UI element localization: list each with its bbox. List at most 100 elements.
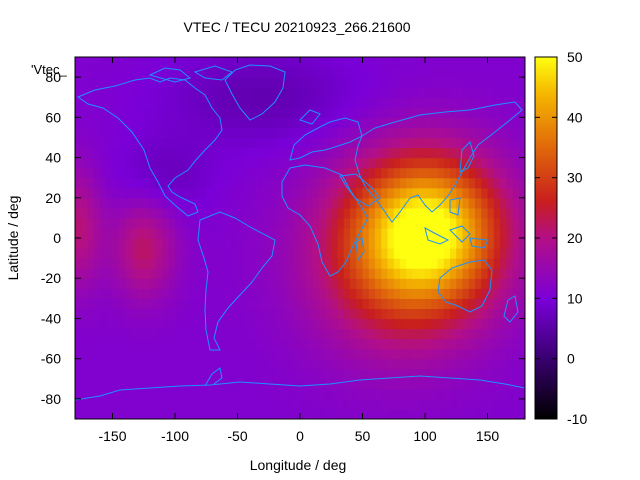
heatmap-cell — [412, 368, 420, 380]
heatmap-cell — [175, 217, 182, 229]
heatmap-cell — [425, 398, 432, 410]
heatmap-cell — [87, 338, 95, 350]
heatmap-cell — [393, 137, 401, 149]
heatmap-cell — [93, 398, 101, 410]
heatmap-cell — [87, 57, 95, 68]
heatmap-cell — [118, 358, 126, 370]
heatmap-cell — [487, 137, 495, 149]
heatmap-cell — [343, 378, 351, 390]
heatmap-cell — [381, 328, 389, 340]
heatmap-cell — [418, 57, 426, 68]
heatmap-cell — [506, 388, 514, 400]
heatmap-cell — [162, 348, 170, 360]
heatmap-cell — [406, 207, 414, 219]
heatmap-cell — [137, 117, 145, 128]
heatmap-cell — [312, 77, 320, 88]
heatmap-cell — [331, 147, 339, 159]
heatmap-cell — [443, 288, 451, 299]
heatmap-cell — [375, 67, 382, 78]
heatmap-cell — [131, 207, 139, 219]
heatmap-cell — [75, 398, 82, 410]
heatmap-cell — [193, 248, 201, 259]
heatmap-cell — [175, 328, 182, 340]
heatmap-cell — [175, 147, 182, 159]
heatmap-cell — [287, 388, 295, 400]
heatmap-cell — [437, 288, 445, 299]
heatmap-cell — [181, 87, 189, 98]
heatmap-cell — [218, 177, 226, 189]
heatmap-cell — [362, 238, 370, 249]
heatmap-cell — [506, 147, 514, 159]
heatmap-cell — [150, 187, 157, 199]
heatmap-cell — [375, 57, 382, 68]
heatmap-cell — [162, 107, 170, 118]
heatmap-cell — [506, 328, 514, 340]
heatmap-cell — [431, 328, 439, 340]
heatmap-cell — [381, 308, 389, 320]
heatmap-cell — [493, 77, 501, 88]
heatmap-cell — [75, 117, 82, 128]
heatmap-cell — [112, 258, 120, 269]
heatmap-cell — [200, 328, 207, 340]
heatmap-cell — [137, 368, 145, 380]
coastline-africa — [281, 164, 369, 277]
heatmap-cell — [475, 67, 482, 78]
heatmap-cell — [450, 187, 457, 199]
heatmap-cell — [375, 298, 382, 309]
heatmap-cell — [425, 358, 432, 370]
heatmap-cell — [237, 348, 245, 360]
heatmap-cell — [462, 107, 470, 118]
heatmap-cell — [462, 177, 470, 189]
heatmap-cell — [275, 167, 282, 179]
heatmap-cell — [331, 117, 339, 128]
heatmap-cell — [450, 217, 457, 229]
heatmap-cell — [256, 368, 264, 380]
heatmap-cell — [356, 398, 364, 410]
heatmap-cell — [131, 318, 139, 330]
heatmap-cell — [100, 127, 107, 139]
heatmap-cell — [337, 348, 345, 360]
heatmap-cell — [181, 57, 189, 68]
heatmap-cell — [81, 107, 89, 118]
heatmap-cell — [275, 278, 282, 289]
heatmap-cell — [331, 207, 339, 219]
heatmap-cell — [400, 318, 407, 330]
heatmap-cell — [131, 368, 139, 380]
heatmap-cell — [200, 67, 207, 78]
coastline-indonesia — [424, 197, 489, 249]
heatmap-cell — [218, 67, 226, 78]
heatmap-cell — [262, 167, 270, 179]
heatmap-cell — [331, 157, 339, 169]
heatmap-cell — [200, 187, 207, 199]
heatmap-cell — [231, 388, 239, 400]
heatmap-cell — [75, 207, 82, 219]
heatmap-cell — [337, 227, 345, 239]
heatmap-cell — [462, 57, 470, 68]
heatmap-cell — [506, 358, 514, 370]
heatmap-cell — [418, 308, 426, 320]
heatmap-cell — [400, 258, 407, 269]
heatmap-cell — [118, 197, 126, 209]
heatmap-cell — [293, 167, 301, 179]
heatmap-cell — [112, 67, 120, 78]
heatmap-cell — [456, 338, 464, 350]
heatmap-cell — [262, 87, 270, 98]
heatmap-cell — [443, 408, 451, 419]
heatmap-cell — [250, 368, 257, 380]
heatmap-cell — [175, 187, 182, 199]
heatmap-cell — [250, 77, 257, 88]
heatmap-cell — [437, 147, 445, 159]
heatmap-cell — [331, 338, 339, 350]
heatmap-cell — [306, 107, 314, 118]
heatmap-cell — [112, 308, 120, 320]
heatmap-cell — [193, 348, 201, 360]
x-tick-label: 150 — [476, 428, 500, 444]
heatmap-cell — [231, 328, 239, 340]
heatmap-cell — [493, 137, 501, 149]
heatmap-cell — [206, 268, 214, 279]
heatmap-cell — [275, 288, 282, 299]
heatmap-cell — [350, 137, 357, 149]
heatmap-cell — [212, 227, 220, 239]
heatmap-cell — [306, 117, 314, 128]
heatmap-cell — [181, 298, 189, 309]
